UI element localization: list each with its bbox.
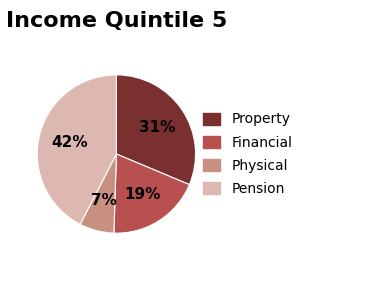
- Wedge shape: [37, 75, 116, 224]
- Legend: Property, Financial, Physical, Pension: Property, Financial, Physical, Pension: [198, 107, 298, 201]
- Wedge shape: [116, 75, 196, 185]
- Text: 7%: 7%: [91, 193, 117, 208]
- Text: 19%: 19%: [125, 187, 161, 202]
- Title: Income Quintile 5: Income Quintile 5: [6, 11, 227, 31]
- Text: 31%: 31%: [139, 120, 175, 135]
- Wedge shape: [80, 154, 116, 233]
- Wedge shape: [114, 154, 189, 233]
- Text: 42%: 42%: [51, 135, 88, 150]
